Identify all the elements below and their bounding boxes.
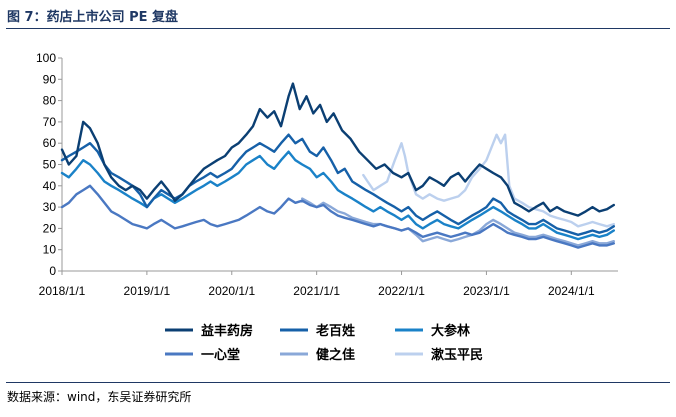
x-tick-label: 2024/1/1 — [548, 284, 595, 298]
figure-title: 图 7：药店上市公司 PE 复盘 — [7, 10, 179, 25]
y-tick-label: 100 — [36, 51, 56, 65]
x-tick-label: 2022/1/1 — [378, 284, 425, 298]
data-source-note: 数据来源：wind，东吴证券研究所 — [7, 390, 192, 404]
series-line-3 — [60, 184, 615, 249]
legend-label: 大参林 — [431, 323, 470, 338]
pe-line-chart: 0 10 20 30 40 50 60 70 80 90 100 2018/1/1 2019/1/1 2… — [36, 51, 618, 362]
x-tick-label: 2019/1/1 — [124, 284, 171, 298]
y-tick-label: 20 — [43, 221, 57, 235]
title-divider — [6, 28, 670, 29]
y-tick-label: 60 — [43, 136, 57, 150]
legend-label: 健之佳 — [316, 347, 355, 362]
chart-container: 0 10 20 30 40 50 60 70 80 90 100 2018/1/1 2019/1/1 2… — [0, 30, 676, 370]
x-tick-label: 2018/1/1 — [39, 284, 86, 298]
figure-header: 图 7：药店上市公司 PE 复盘 — [0, 0, 676, 28]
x-tick-label: 2020/1/1 — [208, 284, 255, 298]
footer-divider — [6, 382, 670, 383]
y-tick-label: 90 — [43, 72, 57, 86]
series-line-0 — [60, 82, 615, 217]
y-tick-label: 10 — [43, 243, 57, 257]
y-tick-label: 80 — [43, 94, 57, 108]
legend-label: 老百姓 — [315, 323, 355, 338]
series-line-4 — [301, 197, 615, 247]
legend-label: 漱玉平民 — [431, 347, 483, 362]
y-tick-label: 40 — [43, 179, 57, 193]
y-tick-label: 0 — [49, 264, 56, 278]
x-tick-label: 2021/1/1 — [293, 284, 340, 298]
y-tick-label: 50 — [43, 158, 57, 172]
y-tick-label: 70 — [43, 115, 57, 129]
series-line-5 — [362, 133, 615, 228]
legend-label: 益丰药房 — [201, 323, 253, 338]
legend-label: 一心堂 — [201, 347, 240, 362]
y-tick-label: 30 — [43, 200, 57, 214]
series-line-1 — [60, 133, 615, 236]
x-tick-label: 2023/1/1 — [463, 284, 510, 298]
